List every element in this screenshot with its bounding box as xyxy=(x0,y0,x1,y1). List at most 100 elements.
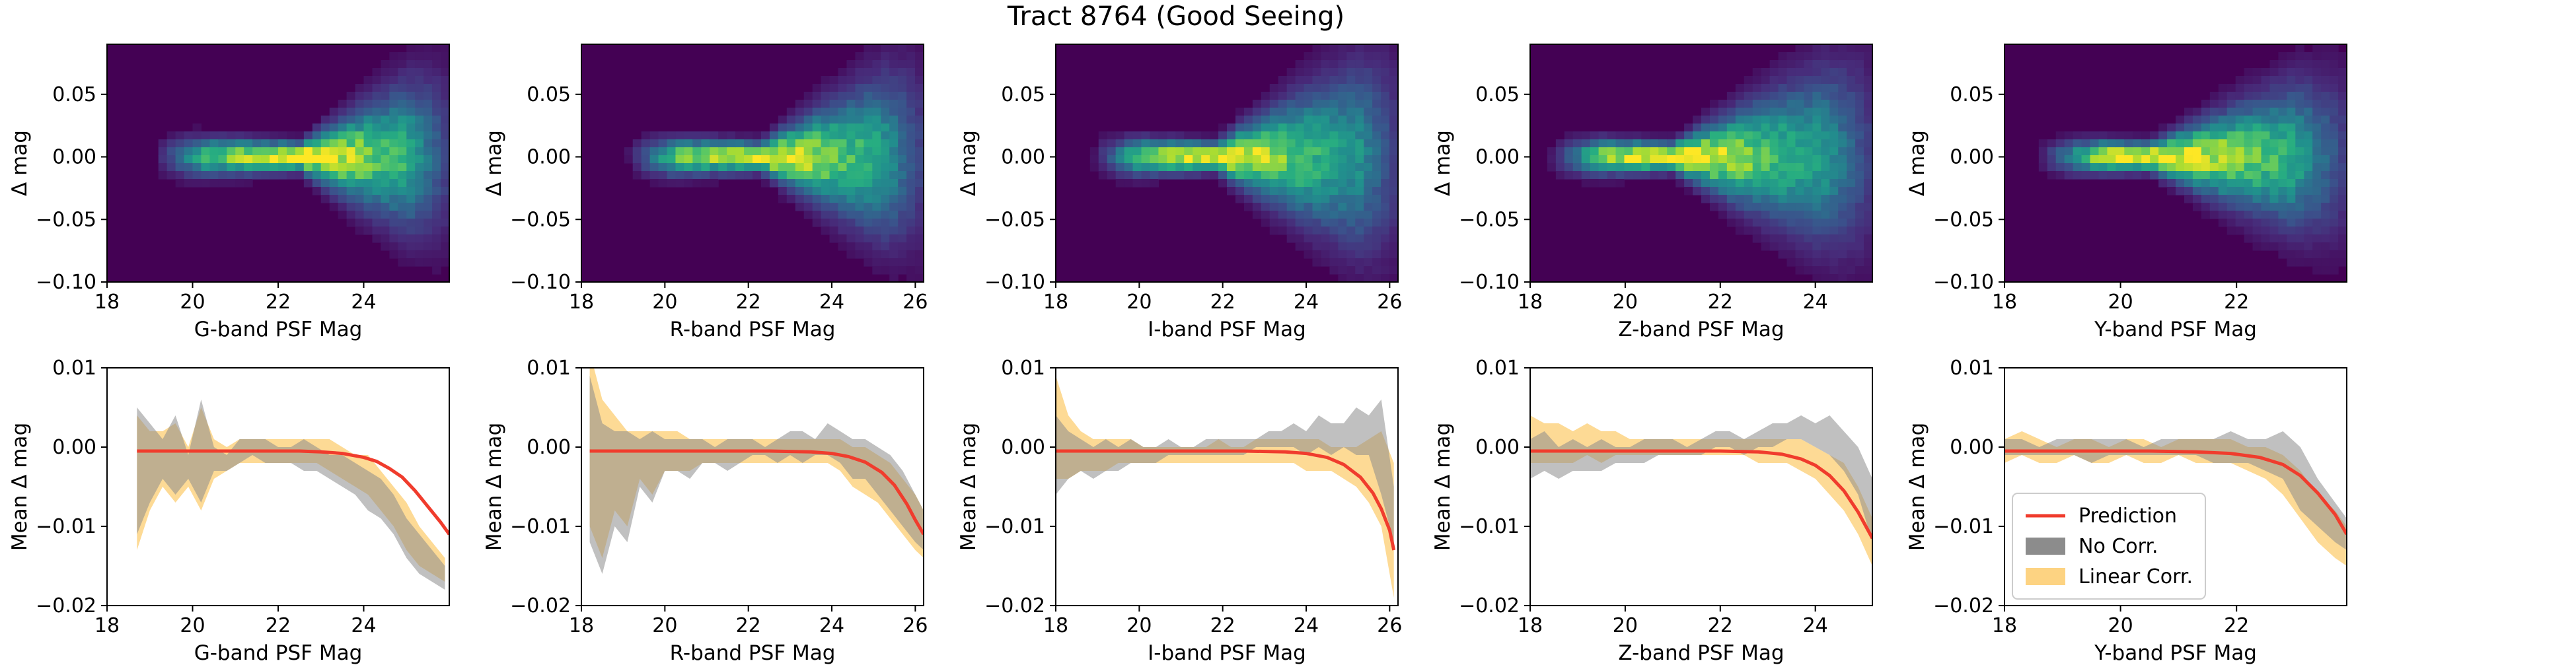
heatmap-cell xyxy=(1338,76,1347,85)
heatmap-cell xyxy=(1158,163,1167,172)
heatmap-cell xyxy=(423,100,433,108)
heatmap-cell xyxy=(898,100,907,108)
heatmap-cell xyxy=(389,187,398,195)
heatmap-cell xyxy=(1864,187,1873,195)
heatmap-cell xyxy=(2321,195,2330,203)
heatmap-cell xyxy=(906,60,916,69)
x-tick-label: 24 xyxy=(819,291,844,314)
heatmap-cell xyxy=(829,187,839,195)
heatmap-cell xyxy=(1778,123,1788,132)
heatmap-cell xyxy=(1286,219,1296,227)
heatmap-cell xyxy=(2167,179,2176,188)
heatmap-cell xyxy=(1598,131,1608,140)
heatmap-cell xyxy=(1555,155,1565,164)
heatmap-cell xyxy=(432,171,441,180)
heatmap-cell xyxy=(1218,171,1228,180)
heatmap-cell xyxy=(1761,68,1771,77)
heatmap-cell xyxy=(355,179,365,188)
heatmap-cell xyxy=(2090,147,2100,156)
heatmap-cell xyxy=(1821,242,1830,251)
heatmap-cell xyxy=(2141,171,2151,180)
heatmap-cell xyxy=(1252,163,1262,172)
heatmap-cell xyxy=(398,155,407,164)
heatmap-cell xyxy=(1769,155,1779,164)
heatmap-cell xyxy=(1752,108,1762,116)
heatmap-cell xyxy=(1855,108,1864,116)
heatmap-cell xyxy=(1855,163,1864,172)
heatmap-cell xyxy=(821,139,830,148)
heatmap-cell xyxy=(1598,163,1608,172)
heatmap-cell xyxy=(889,211,899,219)
heatmap-cell xyxy=(389,219,398,227)
heatmap-cell xyxy=(2269,147,2279,156)
heatmap-cell xyxy=(872,123,881,132)
heatmap-cell xyxy=(1709,100,1719,108)
heatmap-cell xyxy=(872,108,881,116)
heatmap-cell xyxy=(2261,76,2271,85)
heatmap-cell xyxy=(1769,84,1779,92)
heatmap-cell xyxy=(1778,187,1788,195)
no-corr-band xyxy=(2005,431,2347,550)
heatmap-cell xyxy=(2226,100,2236,108)
heatmap-cell xyxy=(727,171,736,180)
heatmap-cell xyxy=(1812,108,1822,116)
heatmap-cell xyxy=(821,163,830,172)
heatmap-cell xyxy=(864,139,873,148)
heatmap-cell xyxy=(1304,60,1313,69)
heatmap-cell xyxy=(406,108,416,116)
heatmap-cell xyxy=(1735,219,1745,227)
heatmap-cell xyxy=(295,147,305,156)
heatmap-cell xyxy=(795,116,805,124)
heatmap-cell xyxy=(398,219,407,227)
heatmap-cell xyxy=(701,179,710,188)
heatmap-cell xyxy=(838,234,848,243)
heatmap-cell xyxy=(2295,227,2304,235)
heatmap-cell xyxy=(1684,179,1693,188)
heatmap-cell xyxy=(1312,123,1322,132)
heatmap-cell xyxy=(2167,131,2176,140)
heatmap-cell xyxy=(1726,219,1736,227)
heatmap-cell xyxy=(1795,52,1804,61)
heatmap-cell xyxy=(2330,108,2339,116)
heatmap-cell xyxy=(227,139,236,148)
heatmap-cell xyxy=(1761,187,1771,195)
heatmap-cell xyxy=(398,76,407,85)
x-tick-label: 22 xyxy=(2224,614,2249,637)
heatmap-cell xyxy=(1338,179,1347,188)
heatmap-cell xyxy=(1838,76,1847,85)
heatmap-cell xyxy=(2278,179,2287,188)
heatmap-cell xyxy=(1847,187,1856,195)
heatmap-cell xyxy=(1812,116,1822,124)
heatmap-cell xyxy=(363,139,373,148)
heatmap-cell xyxy=(786,155,796,164)
heatmap-cell xyxy=(1304,116,1313,124)
heatmap-cell xyxy=(1744,227,1753,235)
heatmap-cell xyxy=(295,131,305,140)
heatmap-cell xyxy=(2261,108,2271,116)
heatmap-cell xyxy=(286,147,296,156)
heatmap-cell xyxy=(2073,155,2082,164)
heatmap-cell xyxy=(1752,147,1762,156)
heatmap-cell xyxy=(1389,266,1399,275)
heatmap-cell xyxy=(235,171,244,180)
heatmap-cell xyxy=(1744,147,1753,156)
heatmap-cell xyxy=(184,163,194,172)
heatmap-cell xyxy=(1338,108,1347,116)
heatmap-cell xyxy=(1847,179,1856,188)
heatmap-cell xyxy=(2338,258,2347,267)
heatmap-cell xyxy=(2338,234,2347,243)
heatmap-cell xyxy=(2330,227,2339,235)
heatmap-cell xyxy=(1786,84,1796,92)
heatmap-cell xyxy=(2226,171,2236,180)
heatmap-cell xyxy=(381,100,390,108)
heatmap-cell xyxy=(1804,179,1813,188)
heatmap-cell xyxy=(2098,147,2108,156)
heatmap-cell xyxy=(1235,108,1245,116)
heatmap-cell xyxy=(2321,92,2330,100)
heatmap-cell xyxy=(1804,60,1813,69)
heatmap-cell xyxy=(684,147,693,156)
heatmap-cell xyxy=(1346,195,1356,203)
heatmap-cell xyxy=(312,123,322,132)
heatmap-cell xyxy=(812,123,822,132)
heatmap-cell xyxy=(372,234,381,243)
